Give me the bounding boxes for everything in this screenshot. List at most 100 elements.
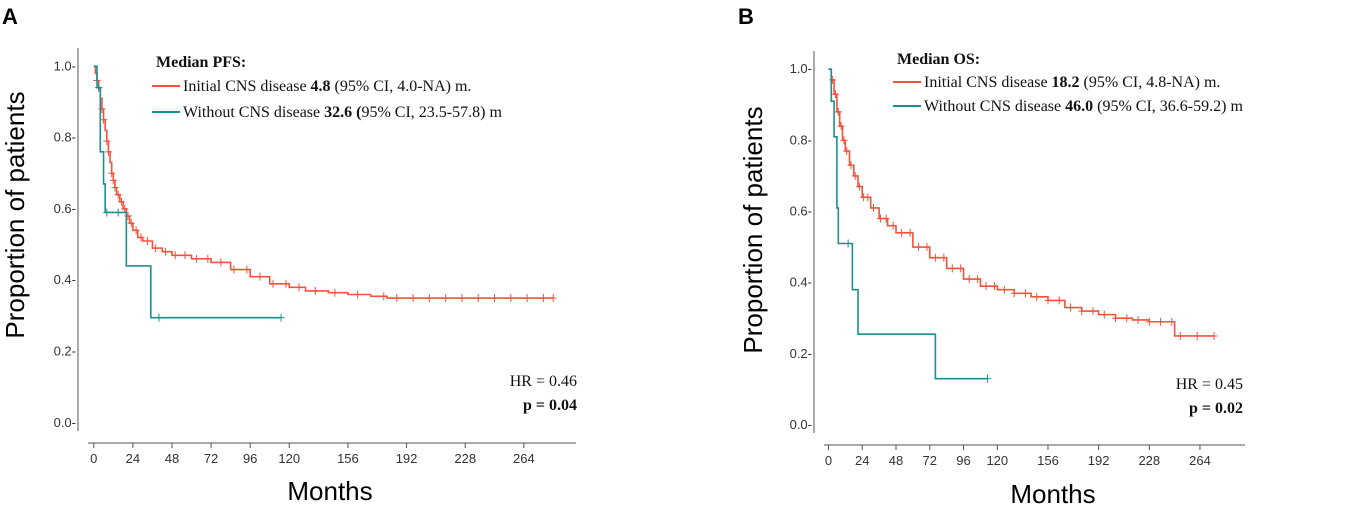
censor-mark-initial-cns-disease [1078,307,1086,316]
censor-mark-initial-cns-disease [100,115,108,124]
censor-mark-initial-cns-disease [409,294,417,303]
censor-mark-initial-cns-disease [948,264,956,273]
panel-a-label: A [2,4,18,29]
legend-pre: Without CNS disease [183,104,324,121]
panel-a-pvalue: p = 0.04 [523,397,577,414]
legend-bold: 18.2 [1052,74,1080,91]
censor-mark-initial-cns-disease [549,294,557,303]
panel-b-curves [828,68,1218,383]
y-tick-label: 0.4- [790,275,812,290]
censor-mark-initial-cns-disease [137,233,145,242]
censor-mark-without-cns-disease [155,313,163,322]
censor-mark-initial-cns-disease [1168,317,1176,326]
censor-mark-initial-cns-disease [915,243,923,252]
censor-mark-initial-cns-disease [923,243,931,252]
censor-mark-initial-cns-disease [837,122,845,131]
panel-b-ylabel: Proportion of patients [738,106,768,353]
censor-mark-initial-cns-disease [269,279,277,288]
censor-mark-initial-cns-disease [282,279,290,288]
x-tick-label: 24 [855,453,869,468]
y-tick-label: 0.2- [54,344,76,359]
x-tick-label: 228 [454,451,476,466]
censor-mark-without-cns-disease [844,239,852,248]
legend-bold: 46.0 [1065,98,1093,115]
censor-mark-without-cns-disease [983,374,991,383]
x-tick-label: 156 [1037,453,1059,468]
censor-mark-initial-cns-disease [991,282,999,291]
panel-b-label: B [738,4,754,29]
panel-a-ylabel: Proportion of patients [0,91,30,338]
legend-post: (95% CI, 4.0-NA) m. [331,78,472,95]
panel-b-yticks: 0.0- 0.2- 0.4- 0.6- 0.8- 1.0- [790,61,812,432]
x-tick-label: 24 [126,451,140,466]
censor-mark-initial-cns-disease [256,272,264,281]
censor-mark-initial-cns-disease [1067,303,1074,312]
panel-a-xlabel: Months [287,476,372,506]
censor-mark-initial-cns-disease [393,294,401,303]
x-tick-label: 72 [204,451,218,466]
censor-mark-initial-cns-disease [331,288,339,297]
x-tick-label: 192 [1088,453,1110,468]
censor-mark-initial-cns-disease [109,176,117,185]
panel-a-axes [77,48,576,444]
censor-mark-initial-cns-disease [1112,314,1120,323]
panel-a-hr: HR = 0.46 [510,373,577,390]
censor-mark-initial-cns-disease [474,294,482,303]
censor-mark-initial-cns-disease [1176,331,1184,340]
y-tick-label: 0.2- [790,346,812,361]
censor-mark-initial-cns-disease [523,294,531,303]
censor-mark-initial-cns-disease [132,226,140,235]
censor-mark-initial-cns-disease [230,265,238,274]
censor-mark-without-cns-disease [103,208,111,217]
censor-mark-initial-cns-disease [882,214,890,223]
censor-mark-initial-cns-disease [103,137,111,146]
panel-a-yticks: 0.0- 0.2- 0.4- 0.6- 0.8- 1.0- [54,58,76,430]
censor-mark-initial-cns-disease [1134,315,1142,324]
panel-b-legend-title: Median OS: [897,51,980,68]
censor-mark-initial-cns-disease [847,161,855,170]
censor-mark-initial-cns-disease [1157,317,1165,326]
censor-mark-initial-cns-disease [1000,285,1008,294]
y-tick-label: 1.0- [790,61,812,76]
censor-mark-initial-cns-disease [117,197,125,206]
legend-pre: Initial CNS disease [183,78,311,95]
y-tick-label: 1.0- [54,58,76,73]
x-tick-label: 48 [889,453,903,468]
censor-mark-initial-cns-disease [1055,296,1063,305]
panel-b-xticks: 0 24 48 72 96 120 156 192 228 264 [825,445,1211,468]
x-tick-label: 0 [90,451,97,466]
censor-mark-initial-cns-disease [965,275,973,284]
legend-pre: Initial CNS disease [924,74,1052,91]
censor-mark-initial-cns-disease [1123,314,1131,323]
x-tick-label: 264 [513,451,535,466]
legend-bold: 32.6 ( [324,104,361,121]
censor-mark-initial-cns-disease [829,75,837,84]
censor-mark-without-cns-disease [95,83,103,92]
censor-mark-initial-cns-disease [855,182,863,191]
x-tick-label: 120 [278,451,300,466]
censor-mark-initial-cns-disease [181,251,189,260]
censor-mark-initial-cns-disease [898,228,906,237]
censor-mark-initial-cns-disease [834,107,842,116]
panel-a-legend-entry-without: Without CNS disease 32.6 (95% CI, 23.5-5… [183,104,502,121]
y-tick-label: 0.6- [54,201,76,216]
censor-mark-initial-cns-disease [840,136,848,145]
censor-mark-initial-cns-disease [1033,292,1041,301]
censor-mark-initial-cns-disease [295,283,303,292]
censor-mark-initial-cns-disease [161,247,169,256]
censor-mark-initial-cns-disease [957,264,965,273]
panel-b-pvalue: p = 0.02 [1189,400,1243,417]
censor-mark-initial-cns-disease [425,294,433,303]
legend-post: 95% CI, 23.5-57.8) m [361,104,502,121]
legend-post: (95% CI, 4.8-NA) m. [1080,74,1221,91]
censor-mark-initial-cns-disease [121,204,129,213]
censor-mark-initial-cns-disease [98,105,106,114]
censor-mark-initial-cns-disease [539,294,547,303]
x-tick-label: 0 [825,453,832,468]
y-tick-label: 0.8- [790,132,812,147]
y-tick-label: 0.0- [54,415,76,430]
censor-mark-initial-cns-disease [974,275,982,284]
censor-mark-initial-cns-disease [491,294,499,303]
censor-mark-initial-cns-disease [982,282,990,291]
legend-pre: Without CNS disease [924,98,1065,115]
